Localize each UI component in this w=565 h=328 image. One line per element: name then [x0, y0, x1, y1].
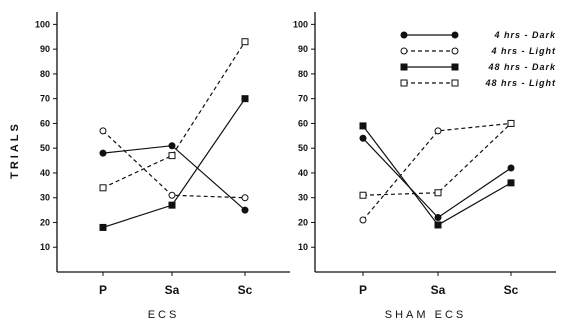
data-point-48-hrs-dark-sa [434, 221, 442, 229]
y-tick-label: 10 [40, 242, 50, 252]
data-point-48-hrs-dark-sa [168, 201, 176, 209]
data-point-4-hrs-light-sc [241, 194, 249, 202]
data-point-4-hrs-light-p [359, 216, 367, 224]
data-point-4-hrs-dark-p [99, 149, 107, 157]
data-point-48-hrs-dark-p [99, 223, 107, 231]
data-point-48-hrs-light-p [359, 191, 367, 199]
x-tick-label-sa: Sa [165, 283, 180, 297]
data-point-48-hrs-light-sc [507, 119, 515, 127]
x-tick-label-sc: Sc [504, 283, 519, 297]
legend-marker-48-hrs-light [400, 79, 408, 87]
y-tick-label: 40 [298, 168, 308, 178]
y-tick-label: 50 [40, 143, 50, 153]
y-tick-label: 10 [298, 242, 308, 252]
legend-marker-4-hrs-light [451, 47, 459, 55]
series-line-48-hrs-light [362, 122, 512, 196]
y-tick-label: 80 [298, 69, 308, 79]
legend-marker-48-hrs-dark [400, 63, 408, 71]
data-point-4-hrs-light-p [99, 127, 107, 135]
data-point-48-hrs-dark-p [359, 122, 367, 130]
y-tick-label: 20 [298, 217, 308, 227]
legend-label-4-hrs-light: 4 hrs - Light [491, 46, 557, 56]
y-tick-label: 100 [293, 19, 308, 29]
y-tick-label: 60 [40, 118, 50, 128]
data-point-4-hrs-dark-sc [507, 164, 515, 172]
legend-marker-4-hrs-light [400, 47, 408, 55]
y-tick-label: 80 [40, 69, 50, 79]
data-point-48-hrs-dark-sc [507, 179, 515, 187]
panel-title: SHAM ECS [385, 309, 466, 321]
data-point-48-hrs-light-p [99, 184, 107, 192]
legend-marker-48-hrs-light [451, 79, 459, 87]
legend-label-4-hrs-dark: 4 hrs - Dark [493, 30, 556, 40]
series-line-4-hrs-light [102, 130, 246, 199]
legend-marker-48-hrs-dark [451, 63, 459, 71]
data-point-48-hrs-light-sa [168, 152, 176, 160]
data-point-4-hrs-dark-p [359, 134, 367, 142]
y-tick-label: 100 [35, 19, 50, 29]
y-tick-label: 60 [298, 118, 308, 128]
ecs-panel: 10 20 30 40 50 60 70 80 90 100 P Sa Sc ECS [35, 12, 290, 321]
y-tick-label: 90 [40, 44, 50, 54]
x-tick-label-sa: Sa [431, 283, 446, 297]
legend: 4 hrs - Dark 4 hrs - Light 48 hrs - Dark 48… [400, 30, 557, 88]
series-line-48-hrs-light [102, 41, 246, 189]
x-tick-label-sc: Sc [238, 283, 253, 297]
legend-label-48-hrs-dark: 48 hrs - Dark [487, 62, 556, 72]
data-point-4-hrs-dark-sc [241, 206, 249, 214]
data-point-48-hrs-light-sa [434, 189, 442, 197]
data-point-4-hrs-dark-sa [434, 214, 442, 222]
data-point-4-hrs-dark-sa [168, 142, 176, 150]
series-line-4-hrs-dark [362, 137, 512, 219]
legend-marker-4-hrs-dark [400, 31, 408, 39]
y-tick-label: 30 [40, 193, 50, 203]
data-point-4-hrs-light-sa [434, 127, 442, 135]
legend-label-48-hrs-light: 48 hrs - Light [484, 78, 556, 88]
sham-ecs-panel: 10 20 30 40 50 60 70 80 90 100 P Sa Sc SHAM ECS [293, 12, 556, 321]
panel-title: ECS [148, 309, 180, 321]
y-tick-label: 70 [298, 94, 308, 104]
y-tick-label: 30 [298, 193, 308, 203]
x-tick-label-p: P [359, 283, 367, 297]
y-tick-label: 90 [298, 44, 308, 54]
data-point-48-hrs-dark-sc [241, 95, 249, 103]
x-tick-label-p: P [99, 283, 107, 297]
series-line-4-hrs-light [362, 122, 512, 221]
y-tick-label: 20 [40, 217, 50, 227]
y-tick-label: 70 [40, 94, 50, 104]
data-point-4-hrs-light-sa [168, 191, 176, 199]
y-tick-label: 40 [40, 168, 50, 178]
y-axis-label: TRIALS [9, 121, 21, 179]
data-point-48-hrs-light-sc [241, 38, 249, 46]
y-tick-label: 50 [298, 143, 308, 153]
series-line-48-hrs-dark [362, 125, 512, 226]
legend-marker-4-hrs-dark [451, 31, 459, 39]
